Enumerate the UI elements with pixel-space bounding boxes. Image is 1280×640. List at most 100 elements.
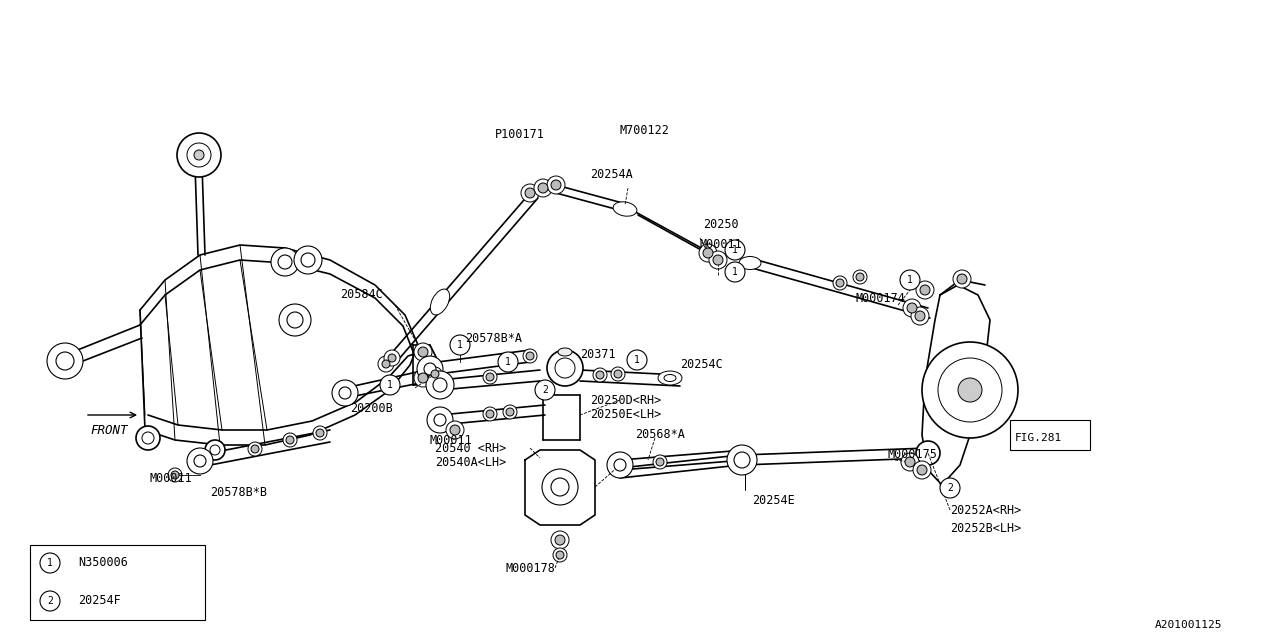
Circle shape xyxy=(856,273,864,281)
Circle shape xyxy=(177,133,221,177)
Circle shape xyxy=(538,183,548,193)
Circle shape xyxy=(187,143,211,167)
Circle shape xyxy=(724,262,745,282)
Circle shape xyxy=(524,349,538,363)
Text: 20250D<RH>: 20250D<RH> xyxy=(590,394,662,406)
Circle shape xyxy=(424,363,436,375)
Circle shape xyxy=(547,176,564,194)
Text: 20578B*A: 20578B*A xyxy=(465,332,522,344)
Circle shape xyxy=(556,551,564,559)
Circle shape xyxy=(547,350,582,386)
Circle shape xyxy=(525,188,535,198)
Circle shape xyxy=(47,343,83,379)
Circle shape xyxy=(428,367,442,381)
Circle shape xyxy=(283,433,297,447)
Circle shape xyxy=(954,270,972,288)
Text: M00011: M00011 xyxy=(430,433,472,447)
Circle shape xyxy=(596,371,604,379)
Circle shape xyxy=(905,457,915,467)
Ellipse shape xyxy=(558,348,572,356)
Circle shape xyxy=(378,356,394,372)
Circle shape xyxy=(709,251,727,269)
Circle shape xyxy=(56,352,74,370)
Circle shape xyxy=(434,414,445,426)
Ellipse shape xyxy=(430,289,449,315)
Text: FIG.281: FIG.281 xyxy=(1015,433,1062,443)
Text: 20252A<RH>: 20252A<RH> xyxy=(950,504,1021,516)
Circle shape xyxy=(550,478,570,496)
Text: 1: 1 xyxy=(908,275,913,285)
Circle shape xyxy=(433,378,447,392)
Circle shape xyxy=(627,350,646,370)
Circle shape xyxy=(852,270,867,284)
Text: 20254C: 20254C xyxy=(680,358,723,371)
Circle shape xyxy=(251,445,259,453)
Circle shape xyxy=(388,354,396,362)
Circle shape xyxy=(380,375,399,395)
Circle shape xyxy=(210,445,220,455)
Circle shape xyxy=(503,405,517,419)
Circle shape xyxy=(279,304,311,336)
Text: 20540A<LH>: 20540A<LH> xyxy=(435,456,507,468)
Circle shape xyxy=(550,180,561,190)
Circle shape xyxy=(172,471,179,479)
Circle shape xyxy=(205,440,225,460)
Text: M700122: M700122 xyxy=(620,124,669,136)
Circle shape xyxy=(506,408,515,416)
Circle shape xyxy=(938,358,1002,422)
Text: M00011: M00011 xyxy=(700,239,742,252)
Circle shape xyxy=(417,356,443,382)
Circle shape xyxy=(287,312,303,328)
Circle shape xyxy=(900,270,920,290)
Circle shape xyxy=(901,453,919,471)
Circle shape xyxy=(314,426,326,440)
Circle shape xyxy=(195,150,204,160)
Text: 2: 2 xyxy=(541,385,548,395)
Circle shape xyxy=(653,455,667,469)
Circle shape xyxy=(381,360,390,368)
Text: A201001125: A201001125 xyxy=(1155,620,1222,630)
Circle shape xyxy=(498,352,518,372)
Circle shape xyxy=(332,380,358,406)
Circle shape xyxy=(614,370,622,378)
Circle shape xyxy=(833,276,847,290)
Circle shape xyxy=(428,407,453,433)
Text: 1: 1 xyxy=(506,357,511,367)
Text: 20252B<LH>: 20252B<LH> xyxy=(950,522,1021,534)
Circle shape xyxy=(426,371,454,399)
Circle shape xyxy=(483,370,497,384)
Circle shape xyxy=(285,436,294,444)
Text: 20578B*B: 20578B*B xyxy=(210,486,268,499)
Circle shape xyxy=(657,458,664,466)
Circle shape xyxy=(384,350,399,366)
Circle shape xyxy=(699,244,717,262)
Circle shape xyxy=(724,240,745,260)
Circle shape xyxy=(431,370,439,378)
Circle shape xyxy=(607,452,634,478)
Circle shape xyxy=(535,380,556,400)
Circle shape xyxy=(136,426,160,450)
Text: 20200B: 20200B xyxy=(349,401,393,415)
FancyBboxPatch shape xyxy=(29,545,205,620)
Circle shape xyxy=(40,591,60,611)
Text: 1: 1 xyxy=(47,558,52,568)
Text: N350006: N350006 xyxy=(78,557,128,570)
Ellipse shape xyxy=(658,371,682,385)
Text: M00011: M00011 xyxy=(150,472,193,484)
Circle shape xyxy=(940,478,960,498)
Text: M000174: M000174 xyxy=(855,291,905,305)
Text: FRONT: FRONT xyxy=(90,424,128,436)
Text: 20250E<LH>: 20250E<LH> xyxy=(590,408,662,422)
Circle shape xyxy=(727,445,756,475)
Circle shape xyxy=(271,248,300,276)
Ellipse shape xyxy=(739,257,762,269)
Circle shape xyxy=(836,279,844,287)
Circle shape xyxy=(916,441,940,465)
Circle shape xyxy=(902,299,922,317)
Circle shape xyxy=(593,368,607,382)
Circle shape xyxy=(916,281,934,299)
Text: 20584C: 20584C xyxy=(340,289,383,301)
Text: 1: 1 xyxy=(732,245,739,255)
Circle shape xyxy=(922,342,1018,438)
Circle shape xyxy=(451,335,470,355)
